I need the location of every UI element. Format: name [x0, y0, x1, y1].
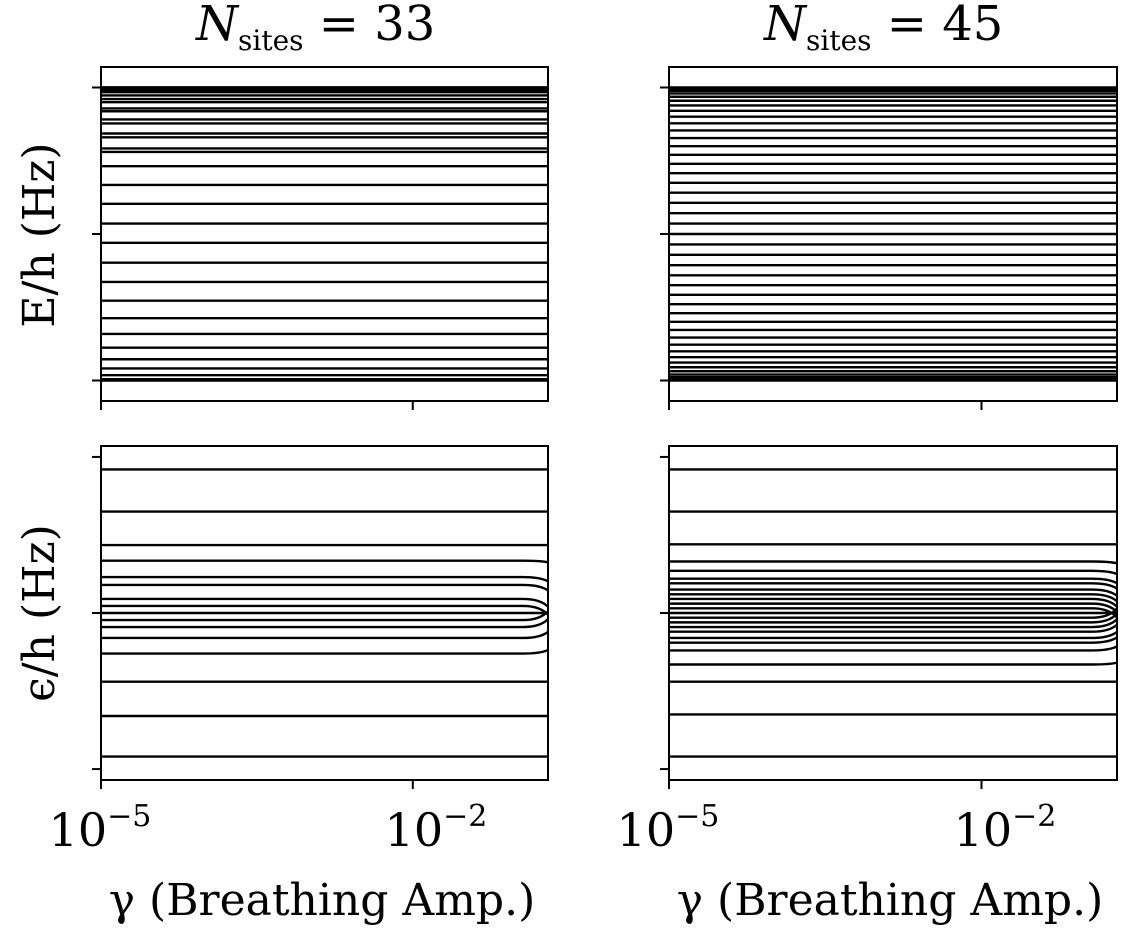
level-line — [669, 582, 1118, 590]
level-line — [669, 613, 1118, 624]
plot-frame — [100, 66, 549, 402]
panel-bottom-left — [92, 445, 549, 789]
level-line — [101, 575, 549, 583]
level-line — [669, 607, 1118, 619]
level-line — [669, 661, 1118, 666]
level-line — [669, 569, 1118, 576]
ylabel-top: E/h (Hz) — [14, 142, 65, 327]
level-line — [101, 630, 549, 640]
level-line — [101, 597, 549, 608]
xlabel-left: γ (Breathing Amp.) — [109, 875, 536, 926]
ylabel-bottom: ϵ/h (Hz) — [14, 524, 65, 702]
level-line — [101, 583, 549, 592]
panel2-title: Nsites = 45 — [763, 0, 1003, 57]
level-line — [669, 577, 1118, 585]
xtick-right-1e-2: 10−2 — [954, 799, 1057, 857]
level-line — [669, 645, 1118, 652]
level-line — [101, 559, 549, 564]
xlabel-right: γ (Breathing Amp.) — [677, 875, 1104, 926]
level-line — [669, 623, 1118, 633]
level-line — [101, 618, 549, 629]
level-line — [669, 597, 1118, 608]
xtick-left-1e-5: 10−5 — [49, 799, 152, 857]
panel-bottom-right — [660, 445, 1118, 789]
xtick-right-1e-5: 10−5 — [617, 799, 720, 857]
level-line — [101, 648, 549, 655]
level-line — [669, 593, 1118, 603]
panel-top-right — [660, 66, 1118, 410]
panel-top-left — [92, 66, 549, 410]
xtick-left-1e-2: 10−2 — [385, 799, 488, 857]
level-line — [669, 630, 1118, 640]
level-line — [669, 560, 1118, 565]
level-line — [669, 618, 1118, 629]
level-line — [669, 588, 1118, 597]
level-line — [101, 610, 549, 622]
level-line — [669, 636, 1118, 644]
panel1-title: Nsites = 33 — [195, 0, 435, 57]
